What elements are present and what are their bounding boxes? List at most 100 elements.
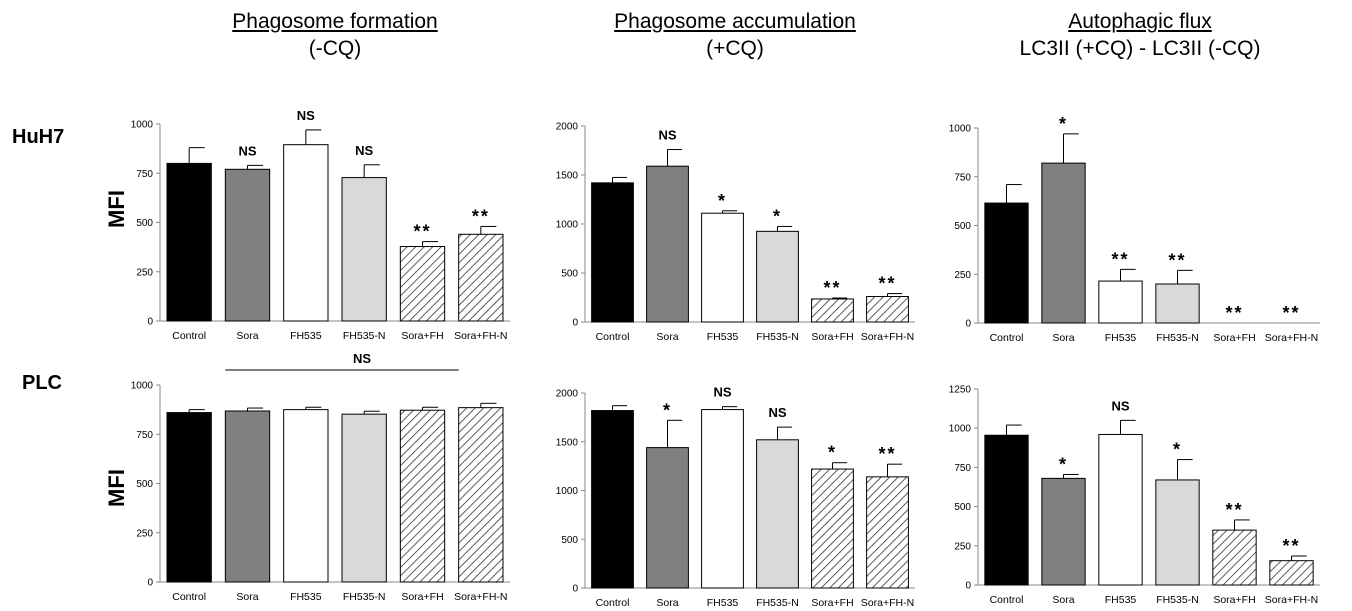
chart-2-bar-1: [591, 182, 634, 323]
chart-3-bar-2: [1041, 162, 1086, 324]
chart-6-x-tick-label: FH535-N: [1156, 594, 1199, 606]
chart-3-annotation-3: **: [1111, 249, 1129, 269]
chart-6-annotation-2: *: [1059, 454, 1068, 474]
chart-4-x-tick-label: Sora+FH-N: [454, 591, 507, 603]
row-label-huh7: HuH7: [12, 126, 65, 148]
chart-4-y-tick-label: 1000: [131, 381, 154, 392]
chart-2-x-tick-label: Sora+FH: [811, 331, 853, 343]
chart-3-bar-4: [1155, 283, 1200, 324]
chart-3-x-tick-label: Sora: [1052, 332, 1074, 344]
chart-6-bar-4: [1155, 479, 1200, 586]
chart-4-x-tick-label: FH535-N: [343, 591, 386, 603]
chart-1-bar-2: [224, 168, 271, 322]
chart-4-y-tick-label: 500: [136, 479, 153, 490]
chart-4-bar-1: [166, 412, 212, 583]
chart-6-bar-2: [1041, 477, 1086, 586]
chart-3-y-tick-label: 500: [954, 221, 971, 232]
column-title-2-line2: (+CQ): [706, 37, 764, 60]
chart-5-x-tick-label: Sora+FH-N: [861, 597, 914, 609]
chart-1-y-tick-label: 250: [136, 267, 153, 278]
chart-6-x-tick-label: Sora: [1052, 594, 1074, 606]
chart-1-y-tick-label: 750: [136, 169, 153, 180]
chart-4-y-tick-label: 750: [136, 430, 153, 441]
chart-1-bar-4: [341, 177, 387, 322]
chart-5-y-tick-label: 0: [572, 584, 578, 595]
chart-3-bar-1: [984, 202, 1029, 324]
chart-1-x-tick-label: Sora: [236, 330, 258, 342]
chart-6-y-tick-label: 250: [954, 541, 971, 552]
chart-4-bar-2: [224, 410, 271, 583]
chart-1-annotation-3: NS: [297, 108, 315, 123]
chart-2-annotation-5: **: [823, 278, 841, 298]
chart-6-x-tick-label: Control: [990, 594, 1024, 606]
chart-5-bar-5: [811, 468, 854, 589]
chart-2-annotation-6: **: [878, 274, 896, 294]
chart-4-bar-6: [458, 407, 504, 583]
chart-1-annotation-4: NS: [355, 143, 373, 158]
chart-4-x-tick-label: Sora: [236, 591, 258, 603]
row-label-plc: PLC: [22, 372, 62, 394]
chart-1-annotation-2: NS: [238, 143, 256, 158]
chart-6-x-tick-label: FH535: [1105, 594, 1137, 606]
chart-5-y-tick-label: 2000: [556, 389, 579, 400]
chart-1-annotation-6: **: [472, 206, 490, 226]
chart-6-annotation-5: **: [1225, 500, 1243, 520]
chart-5-y-tick-label: 1500: [556, 437, 579, 448]
chart-3-bar-3: [1098, 280, 1143, 324]
chart-3-y-tick-label: 1000: [949, 124, 972, 135]
column-title-3-line2: LC3II (+CQ) - LC3II (-CQ): [1019, 37, 1261, 60]
chart-6-y-tick-label: 1250: [949, 385, 972, 396]
chart-5-x-tick-label: Sora+FH: [811, 597, 853, 609]
chart-2-bar-6: [866, 296, 909, 323]
chart-3-y-tick-label: 250: [954, 270, 971, 281]
chart-4-bar-4: [341, 413, 387, 583]
chart-6-annotation-3: NS: [1111, 398, 1129, 413]
chart-2-x-tick-label: FH535-N: [756, 331, 799, 343]
chart-6-bar-5: [1212, 529, 1257, 586]
chart-5-bar-1: [591, 410, 634, 589]
chart-1-bar-6: [458, 233, 504, 322]
chart-5-bar-6: [866, 476, 909, 589]
chart-5-x-tick-label: Control: [596, 597, 630, 609]
chart-2-y-tick-label: 500: [561, 269, 578, 280]
chart-2-x-tick-label: Sora: [656, 331, 678, 343]
chart-6-x-tick-label: Sora+FH-N: [1265, 594, 1318, 606]
column-title-1-line2: (-CQ): [308, 37, 362, 60]
chart-4-y-tick-label: 0: [147, 578, 153, 589]
chart-5-x-tick-label: Sora: [656, 597, 678, 609]
chart-3-annotation-2: *: [1059, 114, 1068, 134]
chart-5-x-tick-label: FH535-N: [756, 597, 799, 609]
chart-1-x-tick-label: FH535-N: [343, 330, 386, 342]
chart-6-bar-6: [1269, 560, 1314, 586]
chart-6-x-tick-label: Sora+FH: [1213, 594, 1255, 606]
chart-5-annotation-5: *: [828, 443, 837, 463]
chart-3-x-tick-label: FH535-N: [1156, 332, 1199, 344]
chart-4-x-tick-label: FH535: [290, 591, 322, 603]
chart-3-y-tick-label: 750: [954, 172, 971, 183]
chart-3-x-tick-label: Control: [990, 332, 1024, 344]
column-title-3-line1: Autophagic flux: [1068, 10, 1212, 33]
column-title-2: Phagosome accumulation (+CQ): [540, 8, 930, 62]
chart-3-x-tick-label: Sora+FH: [1213, 332, 1255, 344]
chart-1-y-tick-label: 0: [147, 317, 153, 328]
chart-3-y-tick-label: 0: [965, 319, 971, 330]
chart-4-bar-3: [283, 409, 329, 583]
chart-1-y-tick-label: 1000: [131, 120, 154, 131]
chart-1-x-tick-label: Control: [172, 330, 206, 342]
chart-6-y-tick-label: 750: [954, 463, 971, 474]
chart-6-y-tick-label: 0: [965, 581, 971, 592]
chart-1-y-tick-label: 500: [136, 218, 153, 229]
column-title-1: Phagosome formation (-CQ): [140, 8, 530, 62]
chart-1-x-tick-label: Sora+FH-N: [454, 330, 507, 342]
column-title-3: Autophagic flux LC3II (+CQ) - LC3II (-CQ…: [940, 8, 1340, 62]
chart-5-annotation-4: NS: [768, 405, 786, 420]
chart-5-bar-2: [646, 447, 689, 589]
chart-6-bar-3: [1098, 433, 1143, 586]
chart-2-bar-2: [646, 165, 689, 323]
chart-6-y-tick-label: 1000: [949, 424, 972, 435]
chart-2-bar-4: [756, 230, 799, 323]
chart-2-y-tick-label: 2000: [556, 122, 579, 133]
chart-6-bar-1: [984, 434, 1029, 586]
